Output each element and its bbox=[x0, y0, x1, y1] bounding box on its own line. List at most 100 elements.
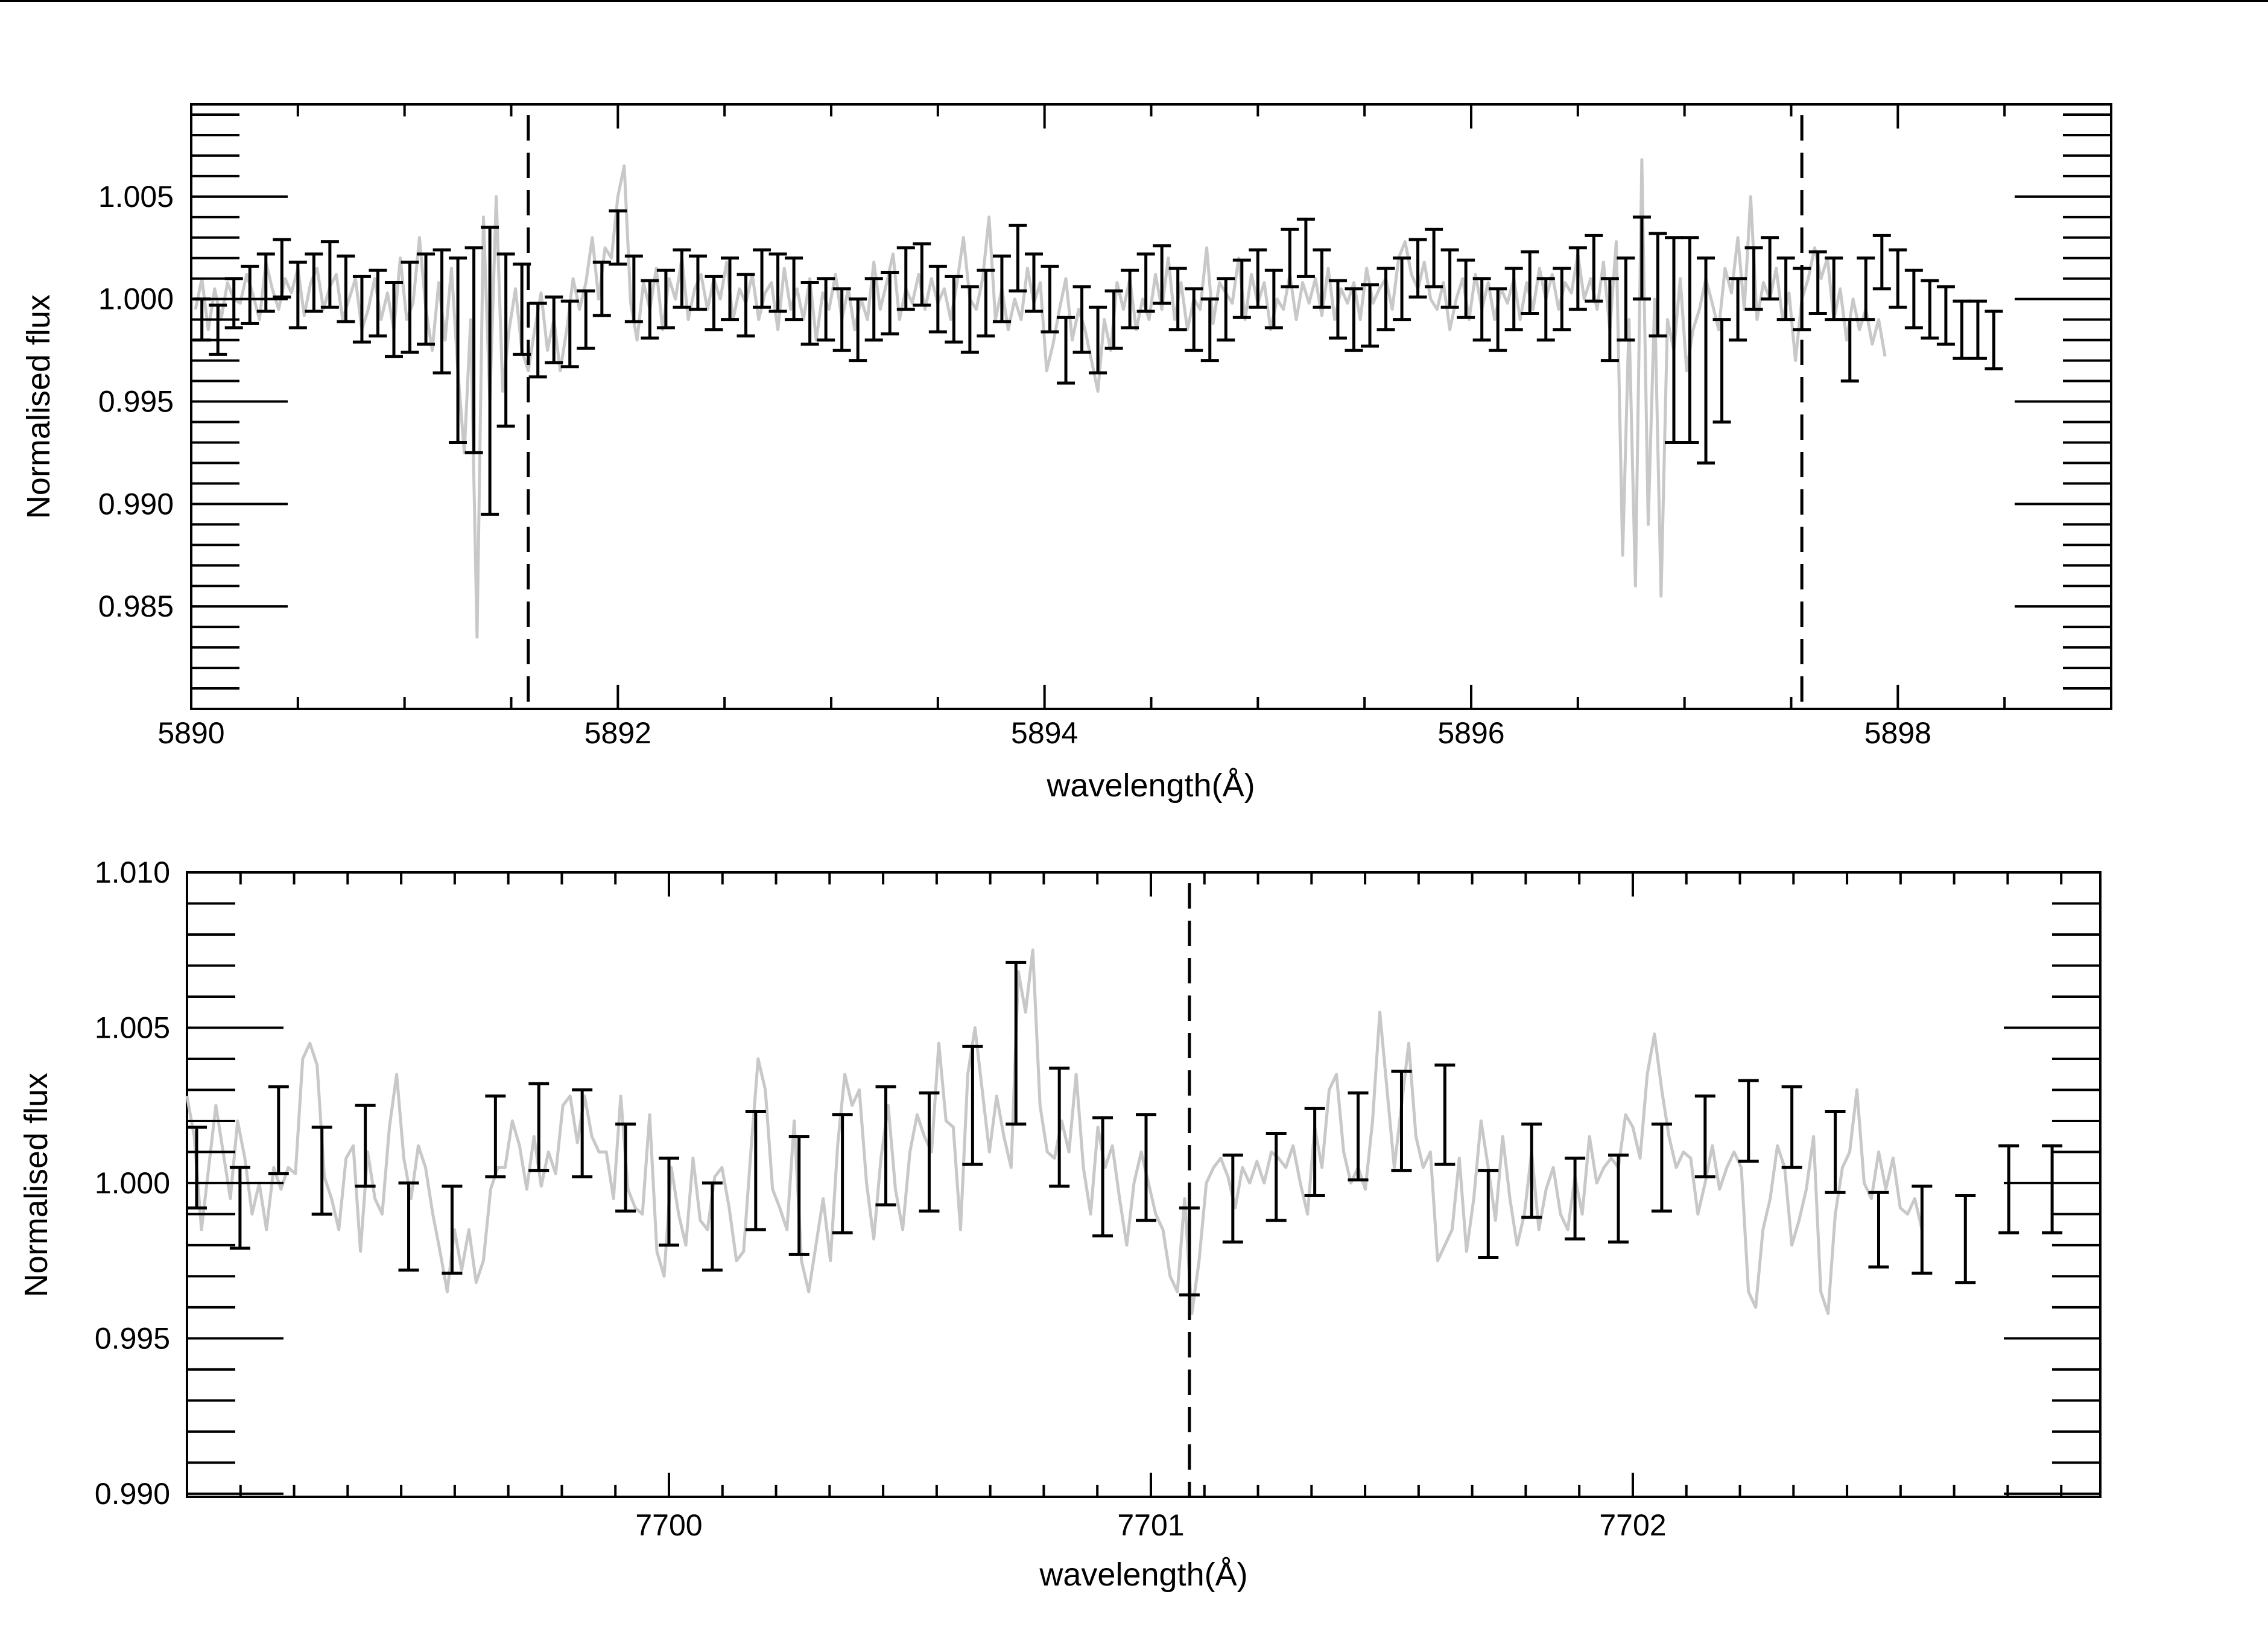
error-bar bbox=[1296, 217, 1315, 278]
error-bar bbox=[1521, 250, 1539, 315]
error-bar bbox=[241, 264, 259, 325]
error-bar bbox=[928, 264, 947, 334]
error-bar bbox=[398, 1181, 419, 1272]
error-bar bbox=[369, 268, 387, 338]
error-bar bbox=[1425, 227, 1443, 288]
error-bar bbox=[992, 254, 1011, 323]
error-bar bbox=[1391, 1070, 1412, 1172]
x-axis-label: wavelength(Å) bbox=[1046, 767, 1255, 804]
error-bar bbox=[1006, 960, 1027, 1126]
error-bar bbox=[1776, 256, 1795, 322]
error-bar bbox=[800, 281, 819, 346]
error-bar bbox=[913, 242, 931, 307]
error-bar bbox=[832, 1113, 853, 1234]
y-tick-label: 1.010 bbox=[95, 856, 170, 889]
error-bar bbox=[1521, 1122, 1542, 1219]
error-bar bbox=[1955, 1194, 1976, 1284]
error-bar bbox=[1664, 236, 1683, 444]
error-bar bbox=[1153, 244, 1171, 305]
error-bar bbox=[960, 285, 979, 354]
error-bar bbox=[1680, 236, 1699, 444]
error-bar bbox=[945, 275, 963, 344]
error-bar bbox=[1504, 267, 1523, 332]
error-bar bbox=[485, 1094, 506, 1179]
error-bar bbox=[1478, 1169, 1499, 1260]
error-bar bbox=[1200, 297, 1219, 363]
error-bar bbox=[577, 289, 595, 350]
error-bar bbox=[572, 1088, 593, 1179]
error-bar bbox=[1024, 252, 1043, 313]
error-bar bbox=[464, 246, 483, 454]
error-bar bbox=[288, 261, 307, 329]
error-bar bbox=[919, 1091, 940, 1213]
error-bar bbox=[615, 1122, 636, 1213]
error-bar bbox=[1376, 267, 1395, 332]
error-bar bbox=[977, 268, 995, 338]
error-bar bbox=[1840, 318, 1859, 383]
error-bar bbox=[705, 275, 723, 332]
error-bar bbox=[1232, 258, 1251, 319]
error-bar bbox=[817, 277, 835, 342]
error-bar bbox=[1936, 285, 1955, 346]
error-bar bbox=[849, 297, 867, 363]
error-bar bbox=[1921, 279, 1939, 340]
flux-trace bbox=[194, 158, 1887, 639]
error-bar bbox=[881, 271, 899, 335]
error-bar bbox=[560, 299, 579, 369]
x-tick-label: 5896 bbox=[1437, 716, 1504, 750]
error-bar bbox=[1600, 277, 1619, 363]
error-bar bbox=[1265, 1132, 1287, 1222]
error-bar bbox=[1089, 305, 1107, 375]
error-bar bbox=[1072, 285, 1091, 354]
error-bar bbox=[1168, 267, 1187, 332]
error-bar bbox=[320, 240, 339, 309]
error-bar bbox=[1135, 1113, 1156, 1222]
error-bar bbox=[1313, 248, 1331, 309]
error-bar bbox=[702, 1181, 723, 1272]
error-bar bbox=[355, 1103, 376, 1188]
error-bar bbox=[1009, 223, 1027, 293]
error-bar bbox=[745, 1109, 766, 1231]
error-bar bbox=[1968, 299, 1987, 360]
error-bar bbox=[268, 1085, 289, 1175]
error-bar bbox=[1057, 316, 1075, 385]
x-tick-label: 5892 bbox=[584, 716, 651, 750]
y-axis-label: Normalised flux bbox=[18, 1073, 54, 1297]
error-bar bbox=[1553, 267, 1571, 332]
error-bar bbox=[1825, 1109, 1846, 1194]
error-bar bbox=[1761, 236, 1779, 301]
error-bar bbox=[1264, 268, 1283, 329]
y-axis-label: Normalised flux bbox=[21, 294, 57, 519]
error-bar bbox=[1536, 277, 1555, 342]
error-bar bbox=[1744, 246, 1763, 311]
error-bar bbox=[1457, 258, 1475, 319]
error-bar bbox=[545, 295, 563, 364]
y-tick-label: 0.985 bbox=[98, 589, 174, 623]
x-tick-label: 7700 bbox=[635, 1508, 702, 1542]
error-bar bbox=[1649, 232, 1667, 338]
error-bar bbox=[673, 248, 691, 309]
error-bar bbox=[1984, 310, 2003, 370]
error-bar bbox=[1393, 256, 1411, 322]
error-bar bbox=[1328, 279, 1347, 340]
error-bar bbox=[186, 1125, 207, 1210]
error-bar bbox=[721, 256, 740, 322]
error-bar bbox=[1222, 1154, 1243, 1244]
error-bar bbox=[481, 226, 499, 516]
y-tick-label: 0.990 bbox=[95, 1477, 170, 1511]
error-bar bbox=[1185, 287, 1203, 352]
error-bar bbox=[273, 238, 291, 299]
y-tick-label: 1.000 bbox=[98, 282, 174, 316]
error-bar bbox=[1697, 256, 1715, 465]
error-bar bbox=[1568, 246, 1587, 311]
error-bar bbox=[1868, 1190, 1889, 1269]
error-bar bbox=[753, 248, 771, 309]
error-bar bbox=[1217, 277, 1235, 342]
error-bar bbox=[417, 252, 436, 346]
sodium-doublet-panel: 5890 5892 5894 5896 5898 0.985 0.990 0.995 1.000… bbox=[21, 103, 2112, 804]
error-bar bbox=[1304, 1106, 1325, 1198]
error-bar bbox=[788, 1135, 809, 1256]
error-bar bbox=[896, 246, 915, 311]
error-bar bbox=[2042, 1144, 2063, 1234]
